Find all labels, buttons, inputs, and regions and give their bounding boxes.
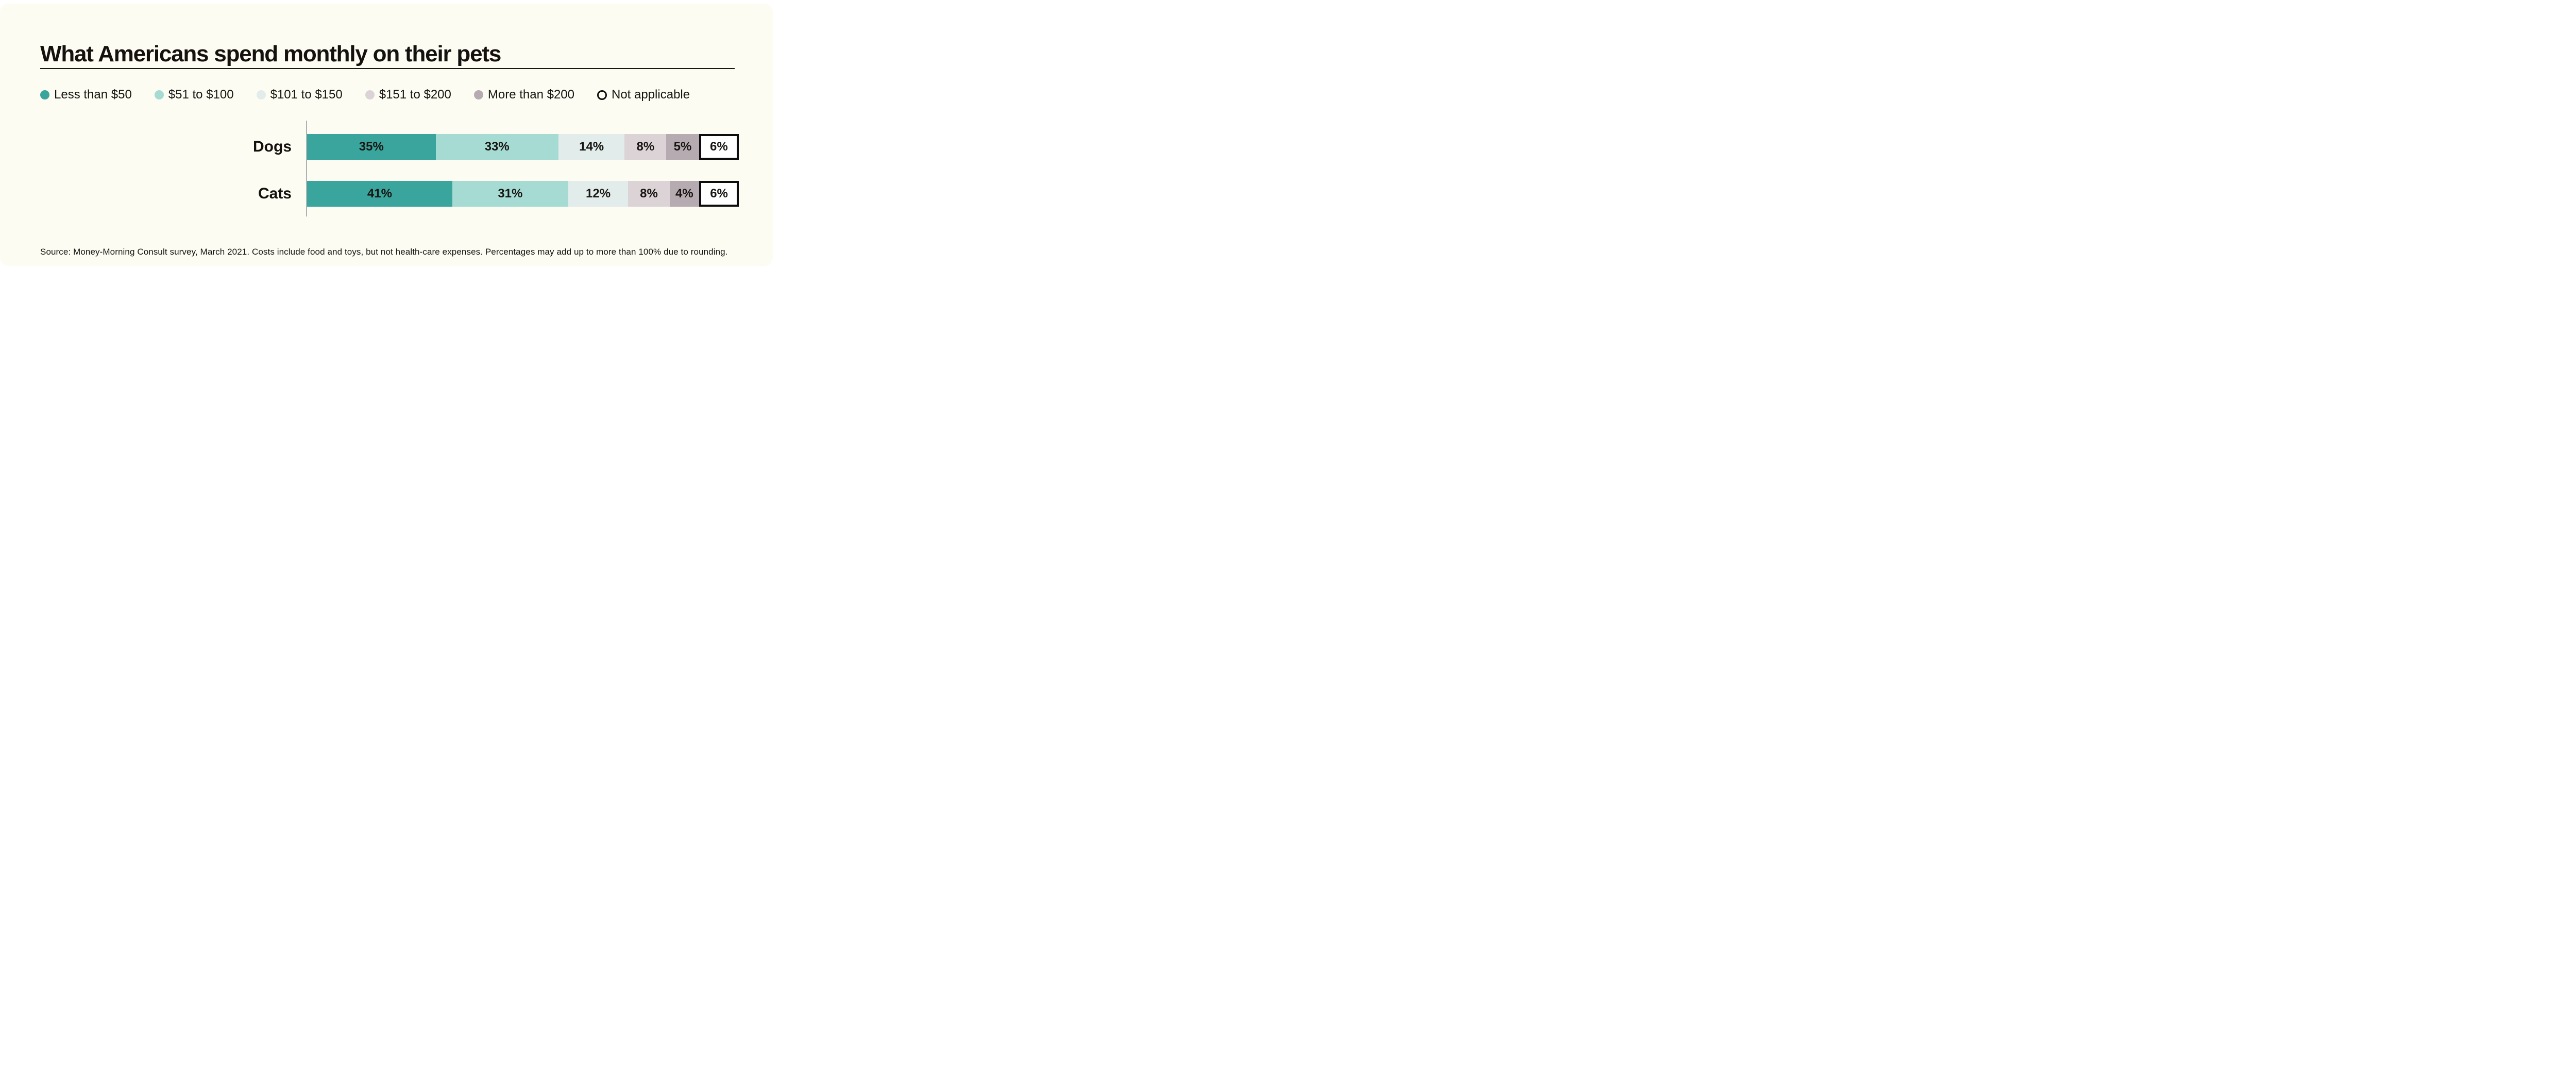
bar-segments: 41% 31% 12% 8% 4% 6% [307, 181, 739, 207]
legend-item: $151 to $200 [365, 88, 451, 102]
bar-segment-label: 8% [640, 187, 658, 201]
title-divider [40, 68, 735, 69]
bar-segment-label: 8% [636, 140, 655, 154]
bar-segments: 35% 33% 14% 8% 5% 6% [307, 134, 739, 160]
legend-item: $101 to $150 [256, 88, 343, 102]
legend-item: More than $200 [473, 88, 574, 102]
legend-dot-icon [256, 90, 266, 99]
chart-card: What Americans spend monthly on their pe… [0, 4, 773, 266]
bar-segment: 8% [628, 181, 670, 207]
legend-dot-icon [473, 90, 483, 99]
legend-item-label: More than $200 [487, 88, 574, 102]
bar-segment-label: 4% [675, 187, 693, 201]
bar-segment: 6% [699, 181, 739, 207]
bar-segment-label: 41% [367, 187, 392, 201]
legend: Less than $50 $51 to $100 $101 to $150 $151… [40, 88, 690, 102]
bar-segment: 5% [666, 134, 699, 160]
bar-category-label: Cats [258, 185, 292, 202]
bar-segment-label: 35% [359, 140, 384, 154]
bar-rows: Dogs 35% 33% 14% 8% 5% 6% Cats 41% 31% 12% 8% 4% 6% [0, 4, 773, 266]
bar-segment: 6% [699, 134, 739, 160]
bar-segment: 14% [558, 134, 625, 160]
legend-item-label: Not applicable [612, 88, 690, 102]
bar-segment: 35% [307, 134, 436, 160]
legend-item-label: $101 to $150 [270, 88, 343, 102]
bar-category-label: Dogs [253, 138, 292, 155]
bar-segment: 41% [307, 181, 452, 207]
legend-ring-icon [597, 90, 607, 100]
bar-segment-label: 6% [710, 140, 728, 154]
source-note: Source: Money-Morning Consult survey, Ma… [40, 247, 728, 257]
bar-row: Cats 41% 31% 12% 8% 4% 6% [0, 181, 739, 207]
bar-segment: 8% [624, 134, 667, 160]
legend-item-label: Less than $50 [54, 88, 132, 102]
bar-segment-label: 33% [484, 140, 510, 154]
bar-segment: 33% [435, 134, 558, 160]
bar-segment: 12% [568, 181, 629, 207]
legend-item: Less than $50 [40, 88, 132, 102]
bar-axis-line [306, 121, 307, 216]
chart-title: What Americans spend monthly on their pe… [40, 41, 501, 67]
legend-item-label: $151 to $200 [379, 88, 451, 102]
legend-item: $51 to $100 [154, 88, 234, 102]
bar-segment-label: 14% [579, 140, 604, 154]
bar-segment-label: 31% [498, 187, 523, 201]
bar-segment-label: 5% [673, 140, 692, 154]
legend-item-label: $51 to $100 [168, 88, 234, 102]
legend-dot-icon [154, 90, 164, 99]
bar-segment: 31% [452, 181, 568, 207]
bar-segment-label: 12% [586, 187, 611, 201]
bar-segment: 4% [669, 181, 700, 207]
bar-row: Dogs 35% 33% 14% 8% 5% 6% [0, 134, 739, 160]
legend-item: Not applicable [597, 88, 690, 102]
legend-dot-icon [40, 90, 49, 99]
bar-segment-label: 6% [710, 187, 728, 201]
legend-dot-icon [365, 90, 375, 99]
